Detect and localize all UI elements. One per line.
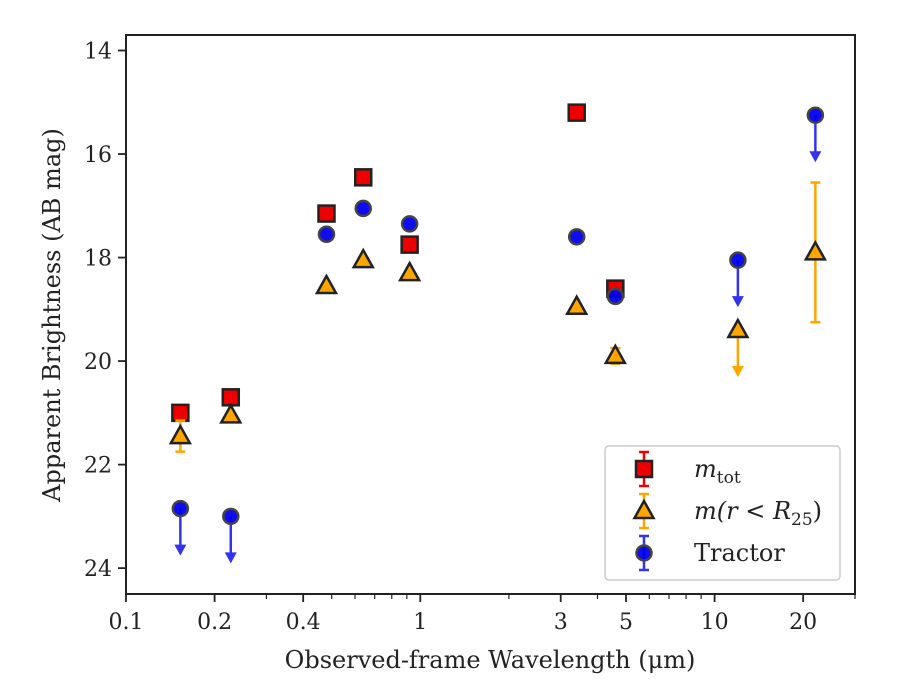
x-axis: 0.1 0.2 0.4 1 3 5 10 20	[109, 594, 856, 635]
x-tick-label: 5	[619, 610, 633, 635]
data-point-triangle	[603, 343, 627, 365]
limit-arrow-head	[224, 552, 237, 564]
legend-label: mtot	[694, 455, 741, 488]
data-point-triangle	[351, 247, 375, 269]
x-tick-label: 3	[554, 610, 568, 635]
data-point-triangle	[398, 260, 422, 282]
x-tick-label: 0.1	[109, 610, 144, 635]
legend-label: m(r < R25)	[694, 497, 822, 530]
data-point-triangle	[565, 294, 589, 315]
legend-label: Tractor	[694, 539, 785, 567]
data-point-circle	[171, 499, 190, 518]
legend-frame	[604, 445, 841, 581]
series-circle	[171, 106, 825, 564]
data-point-circle	[729, 251, 747, 269]
data-point-triangle	[726, 317, 750, 339]
data-point-square	[400, 235, 419, 254]
series-square	[171, 103, 625, 423]
data-point-circle	[317, 225, 336, 244]
plot-frame	[125, 34, 856, 595]
data-point-circle	[806, 106, 825, 124]
y-tick-label: 24	[84, 557, 112, 582]
x-tick-label: 10	[701, 610, 729, 635]
plot-marks	[168, 103, 827, 564]
x-tick-label: 20	[789, 610, 817, 635]
data-point-triangle	[314, 273, 339, 295]
legend-marker-triangle	[632, 498, 656, 520]
legend-label-subscript: 25	[791, 510, 813, 530]
limit-arrow-head	[731, 366, 744, 378]
x-tick-label: 0.2	[197, 610, 232, 635]
data-point-square	[567, 103, 586, 122]
legend: mtot m(r < R25) Tractor	[604, 445, 841, 581]
y-tick-label: 18	[84, 247, 112, 272]
series-triangle	[168, 181, 827, 453]
data-point-triangle	[219, 402, 243, 424]
limit-arrow-head	[809, 151, 822, 163]
data-point-square	[317, 204, 336, 223]
limit-arrow-head	[731, 296, 744, 308]
data-point-circle	[400, 215, 419, 233]
legend-label-main: m	[694, 455, 717, 483]
data-point-circle	[606, 287, 625, 306]
y-axis: 14 16 18 20 22 24	[84, 40, 126, 582]
legend-label-main: m(r < R	[694, 497, 791, 525]
data-point-triangle	[803, 239, 827, 261]
legend-label-main: Tractor	[694, 539, 785, 567]
data-point-circle	[222, 507, 240, 526]
legend-marker-square	[634, 459, 654, 479]
data-point-triangle	[168, 423, 192, 445]
data-point-square	[171, 403, 190, 423]
data-point-circle	[567, 228, 586, 246]
y-tick-label: 16	[84, 143, 112, 168]
y-tick-label: 20	[84, 350, 112, 375]
data-point-square	[354, 168, 373, 187]
x-axis-label: Observed-frame Wavelength (μm)	[285, 646, 696, 674]
legend-label-subscript: tot	[717, 468, 741, 488]
data-point-circle	[354, 199, 373, 218]
y-tick-label: 14	[84, 40, 112, 65]
y-axis-label: Apparent Brightness (AB mag)	[38, 128, 66, 503]
legend-marker-circle	[635, 544, 653, 562]
legend-label-tail: )	[813, 497, 822, 525]
x-tick-label: 0.4	[286, 610, 321, 635]
x-tick-label: 1	[413, 610, 427, 635]
y-tick-label: 22	[84, 454, 112, 479]
limit-arrow-head	[174, 544, 187, 556]
